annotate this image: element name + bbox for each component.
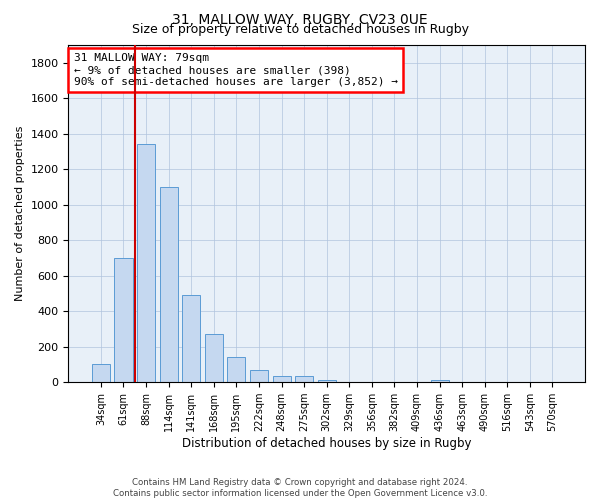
Text: 31 MALLOW WAY: 79sqm
← 9% of detached houses are smaller (398)
90% of semi-detac: 31 MALLOW WAY: 79sqm ← 9% of detached ho… [74,54,398,86]
Text: Size of property relative to detached houses in Rugby: Size of property relative to detached ho… [131,22,469,36]
Bar [92,364,110,382]
Bar [137,144,155,382]
Bar [431,380,449,382]
Text: 31, MALLOW WAY, RUGBY, CV23 0UE: 31, MALLOW WAY, RUGBY, CV23 0UE [172,12,428,26]
Bar [160,187,178,382]
Bar [272,376,290,382]
Bar [250,370,268,382]
Bar [295,376,313,382]
Bar [317,380,336,382]
Bar [115,258,133,382]
Bar [205,334,223,382]
Text: Contains HM Land Registry data © Crown copyright and database right 2024.
Contai: Contains HM Land Registry data © Crown c… [113,478,487,498]
Bar [182,296,200,382]
X-axis label: Distribution of detached houses by size in Rugby: Distribution of detached houses by size … [182,437,472,450]
Bar [227,358,245,382]
Y-axis label: Number of detached properties: Number of detached properties [15,126,25,302]
